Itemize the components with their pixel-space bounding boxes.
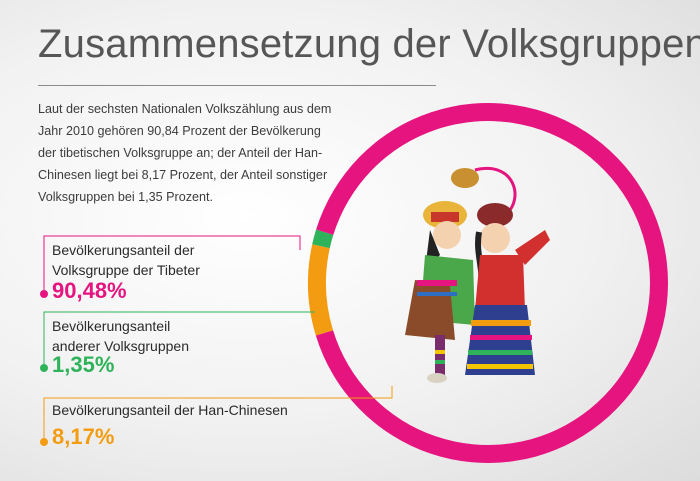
value-andere: 1,35% — [52, 352, 115, 377]
slice-han — [308, 244, 334, 336]
donut-ring — [308, 102, 668, 463]
leader-andere — [43, 311, 315, 368]
label-han: Bevölkerungsanteil der Han-Chinesen — [52, 402, 288, 418]
leader-tibeter — [43, 235, 301, 294]
intro-text: Laut der sechsten Nationalen Volkszählun… — [38, 102, 332, 204]
leader-lines — [40, 235, 393, 446]
tibetan-dancers-illustration — [405, 166, 550, 383]
leader-tibeter-dot — [40, 290, 48, 298]
value-tibeter: 90,48% — [52, 278, 127, 303]
slice-andere — [312, 229, 334, 249]
label-andere: Bevölkerungsanteil anderer Volksgruppen — [52, 318, 189, 354]
value-han: 8,17% — [52, 424, 115, 449]
leader-han — [43, 386, 393, 442]
label-tibeter: Bevölkerungsanteil der Volksgruppe der T… — [52, 242, 200, 278]
dancer-right — [451, 166, 550, 375]
page-title: Zusammensetzung der Volksgruppen — [38, 22, 700, 66]
title-divider — [38, 85, 436, 86]
leader-andere-dot — [40, 364, 48, 372]
leader-han-dot — [40, 438, 48, 446]
dancer-left — [405, 201, 475, 383]
